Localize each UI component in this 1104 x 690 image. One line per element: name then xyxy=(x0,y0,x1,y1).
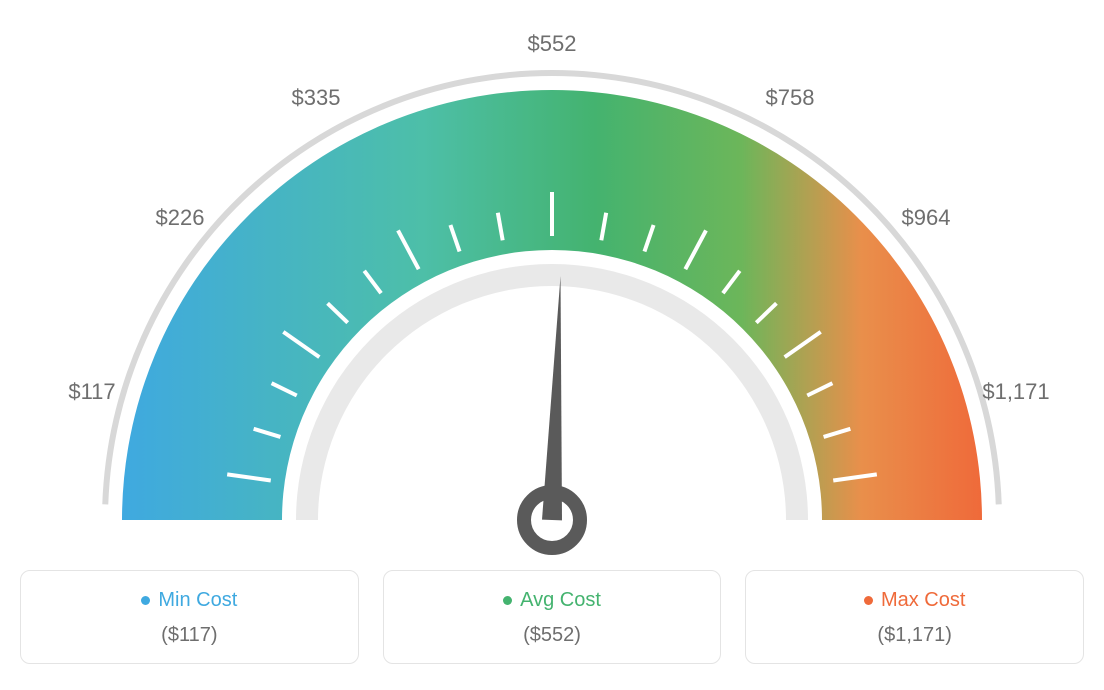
tick-label: $964 xyxy=(902,205,951,231)
tick-label: $117 xyxy=(68,379,115,405)
tick-label: $758 xyxy=(766,85,815,111)
cost-gauge: $117 $226 $335 $552 $758 $964 $1,171 xyxy=(20,20,1084,560)
legend-title-text: Max Cost xyxy=(881,589,965,612)
gauge-needle xyxy=(542,276,562,520)
legend-title: Avg Cost xyxy=(503,589,601,612)
legend-dot-icon xyxy=(141,596,150,605)
legend-title: Min Cost xyxy=(141,589,237,612)
legend-card-avg: Avg Cost ($552) xyxy=(383,570,722,664)
legend-value: ($552) xyxy=(394,624,711,647)
legend-value: ($1,171) xyxy=(756,624,1073,647)
legend-card-max: Max Cost ($1,171) xyxy=(745,570,1084,664)
legend-card-min: Min Cost ($117) xyxy=(20,570,359,664)
tick-label: $335 xyxy=(292,85,341,111)
tick-label: $226 xyxy=(156,205,205,231)
legend-value: ($117) xyxy=(31,624,348,647)
tick-label: $552 xyxy=(528,31,577,57)
legend-dot-icon xyxy=(864,596,873,605)
gauge-svg xyxy=(20,20,1084,560)
tick-label: $1,171 xyxy=(982,379,1049,405)
legend-dot-icon xyxy=(503,596,512,605)
legend-title: Max Cost xyxy=(864,589,965,612)
legend-row: Min Cost ($117) Avg Cost ($552) Max Cost… xyxy=(20,570,1084,664)
legend-title-text: Avg Cost xyxy=(520,589,601,612)
legend-title-text: Min Cost xyxy=(158,589,237,612)
